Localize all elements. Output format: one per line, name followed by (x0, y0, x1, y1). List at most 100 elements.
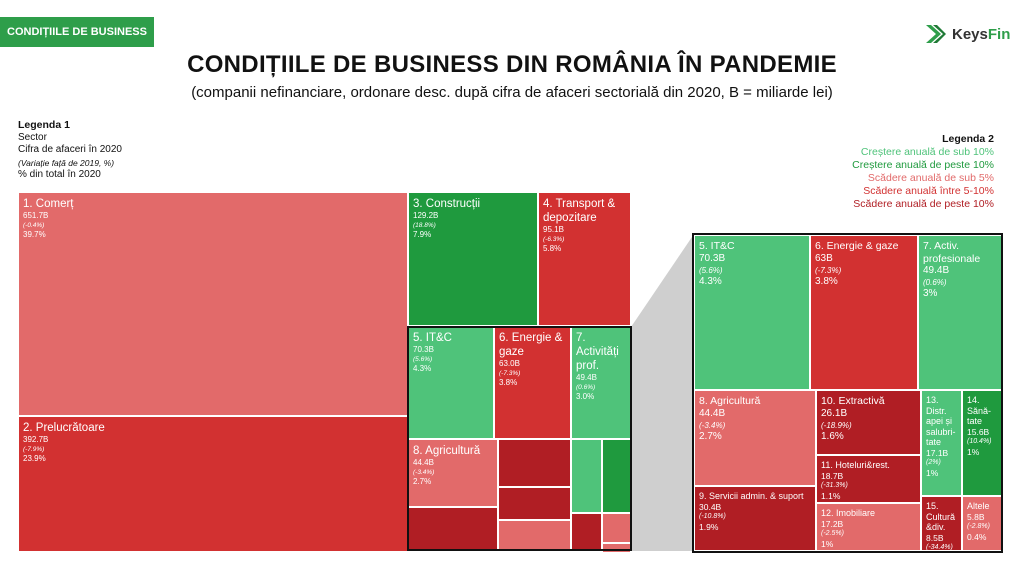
treemap-tile: 11. Hoteluri&rest. 18.7B (-31.3%) 1.1% (816, 455, 921, 503)
tile-label: 8. Agricultură (699, 395, 761, 407)
tile-label: 9. Servicii admin. & suport (699, 491, 804, 501)
tile-label: 6. Energie & gaze (815, 240, 899, 252)
tile-value: 30.4B (699, 501, 722, 512)
tile-change: (-34.4%) (926, 544, 953, 551)
tile-value: 49.4B (576, 373, 597, 382)
treemap-tile (571, 513, 602, 552)
tile-value: 44.4B (699, 407, 726, 419)
tile-change: (5.6%) (699, 265, 723, 275)
tile-change: (10.4%) (967, 438, 992, 445)
tile-change: (-31.3%) (821, 482, 848, 489)
tile-label: 12. Imobiliare (821, 508, 876, 518)
tile-change: (-3.4%) (699, 420, 726, 430)
tile-share: 39.7% (23, 230, 46, 239)
treemap-tile (571, 439, 602, 513)
tile-label: 14. Sănă-tate (967, 395, 992, 426)
tile-value: 8.5B (926, 532, 944, 543)
treemap-tile: Altele 5.8B (-2.8%) 0.4% (962, 496, 1002, 551)
tile-change: (-6.3%) (543, 236, 565, 243)
treemap-tile (498, 439, 571, 487)
tile-value: 15.6B (967, 426, 990, 437)
tile-value: 651.7B (23, 211, 49, 220)
tile-label: 2. Prelucrătoare (23, 422, 105, 434)
tile-change: (0.6%) (923, 278, 947, 287)
tile-label: 3. Construcții (413, 198, 481, 210)
tile-share: 1% (967, 446, 980, 457)
tile-label: Altele (967, 501, 990, 511)
tile-value: 70.3B (699, 252, 726, 264)
legend-1-line-sector: Sector (18, 131, 47, 143)
tile-change: (-2.8%) (967, 523, 990, 530)
page-title: CONDIȚIILE DE BUSINESS DIN ROMÂNIA ÎN PA… (187, 51, 837, 78)
tile-share: 0.4% (967, 531, 987, 542)
treemap-tile: 8. Agricultură 44.4B (-3.4%) 2.7% (408, 439, 498, 507)
tile-label: 7. Activități prof. (576, 332, 619, 372)
tile-change: (-0.4%) (23, 222, 45, 229)
tile-change: (5.6%) (413, 356, 433, 363)
legend-1-line-turnover: Cifra de afaceri în 2020 (18, 144, 122, 155)
treemap-tile: 7. Activ. profesionale 49.4B (0.6%) 3% (918, 235, 1002, 390)
treemap-tile: 5. IT&C 70.3B (5.6%) 4.3% (694, 235, 810, 390)
keysfin-logo: KeysFin (924, 22, 1010, 46)
legend-2-item: Creștere anuală de sub 10% (860, 146, 994, 158)
legend-1-line-share: % din total în 2020 (18, 169, 101, 180)
tile-label: 10. Extractivă (821, 395, 885, 407)
tile-change: (-10.8%) (699, 513, 726, 520)
tile-share: 1% (926, 467, 939, 478)
logo-text: KeysFin (952, 25, 1011, 43)
tile-label: 13. Distr. apei și salubri-tate (926, 395, 956, 447)
treemap-tile (498, 520, 571, 552)
zoom-connector-shape (631, 234, 694, 551)
zoom-highlight-frame (407, 326, 632, 551)
tile-value: 26.1B (821, 407, 848, 419)
treemap-tile: 8. Agricultură 44.4B (-3.4%) 2.7% (694, 390, 816, 486)
page-subtitle: (companii nefinanciare, ordonare desc. d… (191, 84, 833, 101)
tile-change: (-7.3%) (815, 265, 842, 275)
tile-share: 23.9% (23, 454, 46, 463)
treemap-tile: 5. IT&C 70.3B (5.6%) 4.3% (408, 326, 494, 439)
tile-value: 63B (815, 252, 833, 264)
tile-value: 95.1B (543, 225, 564, 234)
tile-share: 1.9% (699, 521, 719, 532)
tile-share: 5.8% (543, 244, 562, 253)
legend-2-item: Scădere anuală de peste 10% (853, 198, 994, 210)
legend-2-item: Scădere anuală de sub 5% (867, 172, 994, 184)
tile-label: 1. Comerț (23, 198, 74, 210)
treemap-tile: 15. Cultură &div. 8.5B (-34.4%) (921, 496, 962, 551)
section-badge: CONDIȚIILE DE BUSINESS (0, 17, 154, 47)
treemap-tile: 9. Servicii admin. & suport 30.4B (-10.8%)… (694, 486, 816, 551)
tile-value: 17.1B (926, 447, 949, 458)
tile-share: 3.0% (576, 392, 595, 401)
treemap-tile: 6. Energie & gaze 63.0B (-7.3%) 3.8% (494, 326, 571, 439)
tile-share: 2.7% (699, 430, 722, 442)
tile-share: 3.8% (499, 378, 518, 387)
tile-value: 129.2B (413, 211, 439, 220)
tile-value: 392.7B (23, 435, 49, 444)
tile-change: (-3.4%) (413, 469, 435, 476)
tile-change: (2%) (926, 459, 941, 466)
zoom-panel-frame (692, 233, 1003, 553)
treemap-tile: 3. Construcții 129.2B (18.8%) 7.9% (408, 192, 538, 326)
treemap-tile (498, 487, 571, 520)
legend-2: Legenda 2 Creștere anuală de sub 10% Creș… (852, 133, 994, 211)
legend-2-title: Legenda 2 (942, 133, 994, 145)
tile-value: 17.2B (821, 518, 844, 529)
treemap-tile: 6. Energie & gaze 63B (-7.3%) 3.8% (810, 235, 918, 390)
keysfin-logo-icon (926, 25, 946, 43)
treemap-tile: 13. Distr. apei și salubri-tate 17.1B (2%)… (921, 390, 962, 496)
legend-1: Legenda 1 Sector Cifra de afaceri în 202… (18, 119, 122, 182)
tile-share: 3% (923, 288, 938, 299)
tile-value: 5.8B (967, 511, 985, 522)
tile-value: 49.4B (923, 265, 950, 276)
tile-share: 4.3% (699, 275, 722, 287)
treemap-tile: 7. Activități prof. 49.4B (0.6%) 3.0% (571, 326, 631, 439)
tile-share: 4.3% (413, 364, 432, 373)
tile-change: (0.6%) (576, 384, 596, 391)
treemap-tile: 14. Sănă-tate 15.6B (10.4%) 1% (962, 390, 1002, 496)
tile-label: 6. Energie & gaze (499, 332, 563, 358)
tile-label: 11. Hoteluri&rest. (821, 460, 890, 470)
tile-label: 5. IT&C (413, 332, 452, 344)
tile-share: 1.6% (821, 430, 844, 442)
legend-2-item: Creștere anuală de peste 10% (852, 159, 994, 171)
